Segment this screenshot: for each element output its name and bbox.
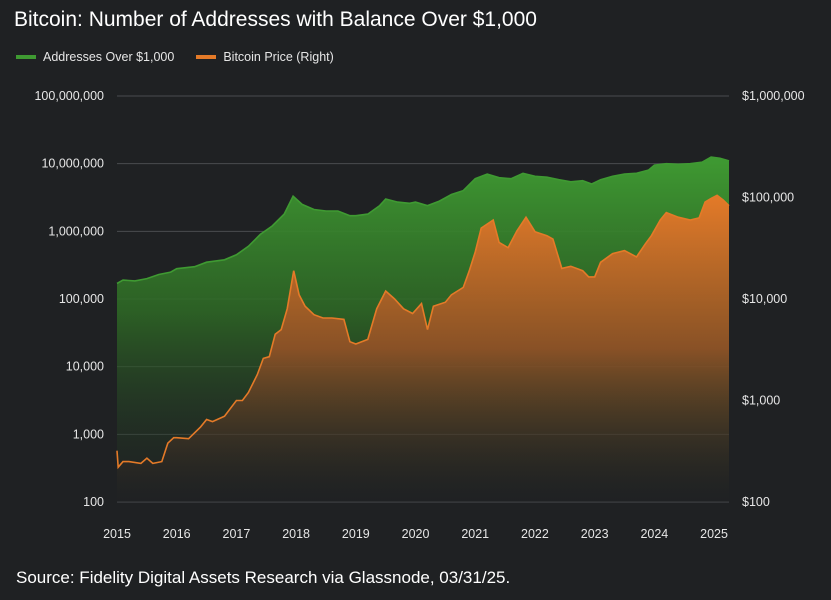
x-tick-label: 2025 <box>700 527 728 541</box>
x-tick-label: 2019 <box>342 527 370 541</box>
x-tick-label: 2016 <box>163 527 191 541</box>
legend-label-price: Bitcoin Price (Right) <box>223 50 334 64</box>
legend-swatch-price <box>196 55 217 59</box>
x-tick-label: 2015 <box>103 527 131 541</box>
y-right-tick-label: $100,000 <box>742 191 794 205</box>
x-tick-label: 2024 <box>640 527 668 541</box>
legend: Addresses Over $1,000 Bitcoin Price (Rig… <box>16 50 356 64</box>
y-right-tick-label: $100 <box>742 495 770 509</box>
price-line <box>116 194 730 470</box>
addresses-line <box>116 156 730 285</box>
source-note: Source: Fidelity Digital Assets Research… <box>16 568 511 587</box>
y-left-tick-label: 100 <box>83 495 104 509</box>
x-tick-label: 2022 <box>521 527 549 541</box>
y-left-tick-label: 1,000 <box>73 427 104 441</box>
y-left-tick-label: 1,000,000 <box>48 224 104 238</box>
x-tick-label: 2017 <box>223 527 251 541</box>
legend-swatch-addresses <box>16 55 36 59</box>
y-right-tick-label: $1,000,000 <box>742 89 805 103</box>
price-area <box>117 195 729 503</box>
y-right-tick-label: $1,000 <box>742 394 780 408</box>
x-tick-label: 2020 <box>402 527 430 541</box>
y-left-tick-label: 10,000,000 <box>41 157 104 171</box>
y-left-tick-label: 10,000 <box>66 360 104 374</box>
y-left-tick-label: 100,000,000 <box>34 89 104 103</box>
x-tick-label: 2023 <box>581 527 609 541</box>
legend-item-price: Bitcoin Price (Right) <box>196 50 334 64</box>
y-left-tick-label: 100,000 <box>59 292 104 306</box>
legend-item-addresses: Addresses Over $1,000 <box>16 50 174 64</box>
x-tick-label: 2018 <box>282 527 310 541</box>
y-right-tick-label: $10,000 <box>742 292 787 306</box>
legend-label-addresses: Addresses Over $1,000 <box>43 50 175 64</box>
x-tick-label: 2021 <box>461 527 489 541</box>
chart-title: Bitcoin: Number of Addresses with Balanc… <box>14 8 537 31</box>
